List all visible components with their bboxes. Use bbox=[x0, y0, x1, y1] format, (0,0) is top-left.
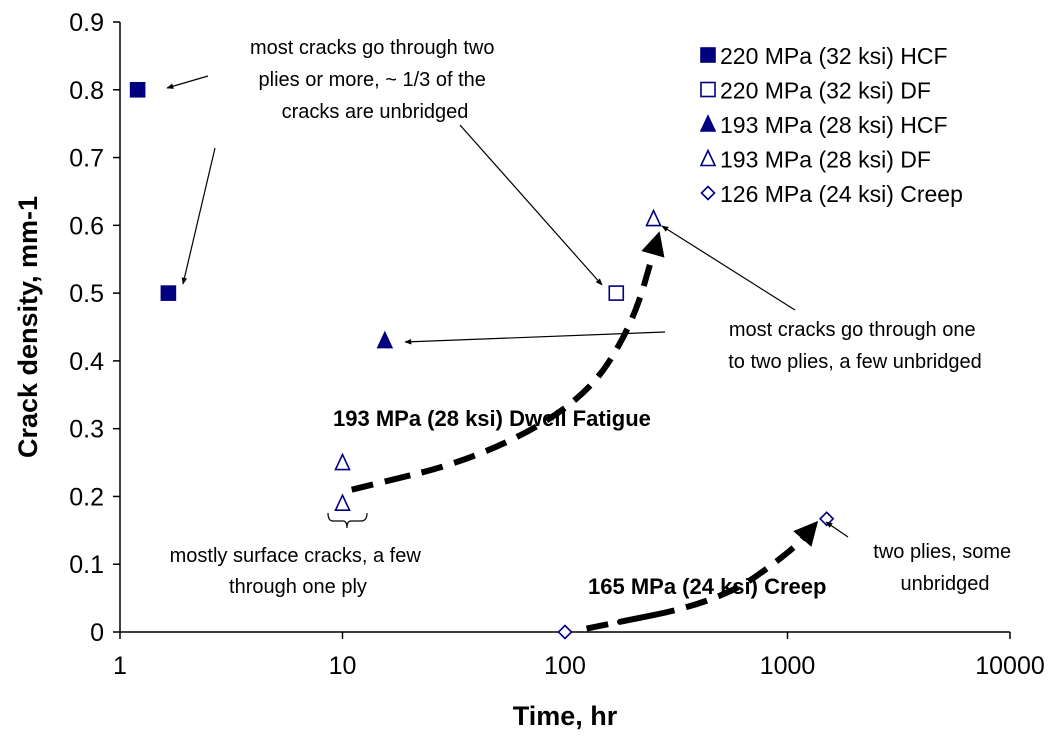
data-point bbox=[160, 285, 177, 301]
annotation-arrow bbox=[459, 124, 603, 286]
x-tick-label: 100 bbox=[544, 652, 586, 680]
y-tick-label: 0.5 bbox=[69, 280, 104, 308]
annotation-line: to two plies, a few unbridged bbox=[728, 351, 982, 373]
trend-arrow-head bbox=[793, 520, 819, 547]
legend-label: 193 MPa (28 ksi) DF bbox=[720, 147, 931, 173]
annotation-line: most cracks go through one bbox=[729, 319, 976, 341]
annotation-line: mostly surface cracks, a few bbox=[170, 545, 422, 567]
annotation-two-plies-some-unbridged: two plies, some unbridged bbox=[873, 541, 1016, 595]
x-axis-title: Time, hr bbox=[513, 701, 618, 731]
x-tick-label: 10000 bbox=[975, 652, 1045, 680]
data-point bbox=[334, 493, 351, 512]
y-tick-label: 0.1 bbox=[69, 551, 104, 579]
annotation-line: through one ply bbox=[229, 576, 367, 598]
legend-marker bbox=[699, 114, 717, 132]
callout-dwell-fatigue: 193 MPa (28 ksi) Dwell Fatigue bbox=[333, 406, 651, 431]
annotation-arrow bbox=[166, 75, 209, 89]
data-point bbox=[334, 452, 351, 471]
axes: 00.10.20.30.40.50.60.70.80.9 1 10 100 1000 1… bbox=[69, 9, 1045, 680]
legend-marker bbox=[699, 148, 717, 167]
data-point bbox=[608, 285, 625, 301]
legend-label: 220 MPa (32 ksi) HCF bbox=[720, 43, 948, 69]
brace bbox=[327, 512, 368, 529]
callout-creep: 165 MPa (24 ksi) Creep bbox=[588, 574, 826, 599]
legend-marker bbox=[700, 185, 716, 201]
data-point bbox=[819, 511, 835, 527]
y-tick-label: 0.3 bbox=[69, 416, 104, 444]
x-tick-label: 1 bbox=[113, 652, 127, 680]
y-tick-label: 0.8 bbox=[69, 77, 104, 105]
trend-arrow-line bbox=[585, 524, 816, 632]
annotations: most cracks go through two plies or more… bbox=[170, 37, 1016, 598]
y-ticks: 0 0.1 0.2 0.3 0.4 0.5 0.6 0.7 0.8 0.9 bbox=[69, 9, 120, 647]
annotation-line: plies or more, ~ 1/3 of the bbox=[259, 69, 486, 91]
annotation-line: most cracks go through two bbox=[250, 37, 495, 59]
legend-marker bbox=[700, 47, 716, 63]
data-point bbox=[376, 330, 394, 349]
y-tick-label: 0 bbox=[90, 619, 104, 647]
legend-marker bbox=[700, 81, 716, 98]
y-tick-label: 0.4 bbox=[69, 348, 104, 376]
annotation-one-to-two-plies: most cracks go through one to two plies,… bbox=[728, 319, 982, 373]
y-tick-label: 0.2 bbox=[69, 483, 104, 511]
x-tick-label: 1000 bbox=[760, 652, 816, 680]
trend-arrow-head bbox=[641, 231, 665, 258]
data-point bbox=[557, 624, 573, 640]
annotation-line: two plies, some bbox=[873, 541, 1011, 563]
annotation-arrow bbox=[661, 225, 796, 311]
legend-label: 193 MPa (28 ksi) HCF bbox=[720, 112, 948, 138]
annotation-arrow bbox=[825, 521, 849, 538]
annotation-line: cracks are unbridged bbox=[282, 101, 469, 123]
annotation-arrow bbox=[181, 147, 216, 285]
trend-arrow-line bbox=[350, 238, 661, 493]
annotation-two-plies-or-more: most cracks go through two plies or more… bbox=[250, 37, 500, 123]
y-tick-label: 0.7 bbox=[69, 145, 104, 173]
legend: 220 MPa (32 ksi) HCF 220 MPa (32 ksi) DF 1… bbox=[699, 43, 963, 207]
annotation-line: unbridged bbox=[901, 573, 990, 595]
annotation-arrows bbox=[166, 75, 849, 538]
x-ticks: 1 10 100 1000 10000 bbox=[113, 632, 1045, 680]
annotation-surface-cracks: mostly surface cracks, a few through one… bbox=[170, 545, 427, 598]
x-tick-label: 10 bbox=[329, 652, 357, 680]
trend-arrows bbox=[350, 231, 819, 632]
data-point bbox=[129, 81, 146, 98]
data-points bbox=[129, 81, 835, 640]
y-axis-title: Crack density, mm-1 bbox=[13, 196, 43, 458]
annotation-arrow bbox=[404, 331, 666, 345]
legend-label: 220 MPa (32 ksi) DF bbox=[720, 78, 931, 104]
y-tick-label: 0.9 bbox=[69, 9, 104, 37]
data-point bbox=[645, 208, 662, 227]
y-tick-label: 0.6 bbox=[69, 212, 104, 240]
legend-label: 126 MPa (24 ksi) Creep bbox=[720, 181, 963, 207]
